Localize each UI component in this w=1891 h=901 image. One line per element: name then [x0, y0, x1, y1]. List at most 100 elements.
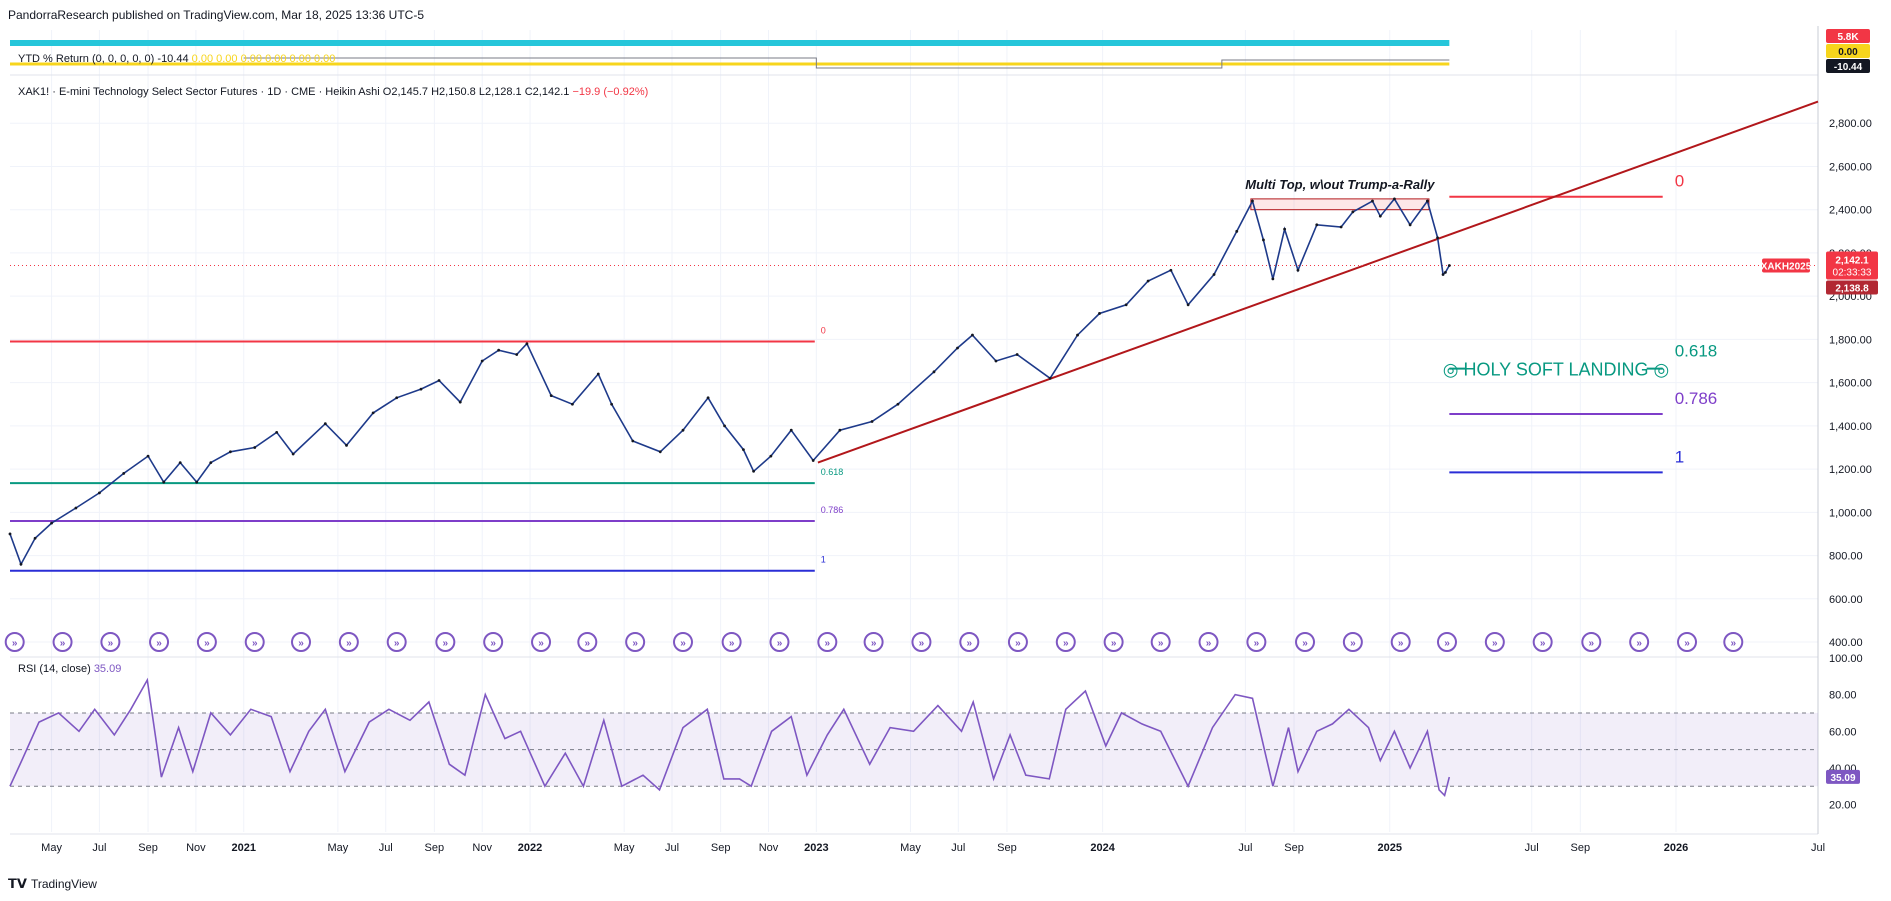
fast-forward-glyph: »: [1636, 638, 1642, 649]
fast-forward-circle-icon: [1342, 632, 1363, 652]
price-axis-tick-label: 1,400.00: [1829, 421, 1872, 433]
price-point: [178, 461, 182, 465]
price-axis-tick-label: 2,400.00: [1829, 205, 1872, 217]
fib-right-level-label: 0.786: [1675, 389, 1718, 408]
publisher-header: PandorraResearch published on TradingVie…: [8, 8, 425, 22]
price-point: [1235, 229, 1239, 233]
price-point: [752, 469, 755, 473]
price-point: [610, 402, 614, 406]
time-axis-tick-label: Sep: [1284, 842, 1304, 854]
fast-forward-glyph: »: [252, 638, 258, 649]
rsi-value-badge-label: 35.09: [1830, 773, 1855, 784]
time-axis-tick-label: Sep: [138, 842, 158, 854]
fast-forward-circle-icon: [149, 632, 170, 652]
time-axis-tick-label: Jul: [1525, 842, 1539, 854]
time-axis-tick-label: Sep: [1571, 842, 1591, 854]
fib-right-level-label: 1: [1675, 447, 1684, 466]
price-point: [1271, 277, 1275, 281]
price-point: [870, 420, 874, 423]
price-point: [571, 402, 574, 406]
price-point: [1212, 273, 1216, 276]
fast-forward-glyph: »: [1684, 638, 1690, 649]
ohlc-high: H2,150.8: [431, 86, 476, 98]
fast-forward-glyph: »: [1444, 638, 1450, 649]
price-point: [437, 379, 441, 382]
fast-forward-circle-icon: [52, 632, 73, 652]
price-point: [345, 443, 348, 447]
fib-left-level-label: 0: [821, 326, 826, 336]
ohlc-low: L2,128.1: [478, 86, 522, 98]
fast-forward-circle-icon: [196, 632, 217, 652]
time-axis-tick-label: Jul: [665, 842, 679, 854]
price-point: [50, 521, 53, 525]
price-point: [596, 372, 600, 376]
price-series-line: [9, 197, 1450, 567]
fast-forward-circle-icon: [1629, 632, 1650, 652]
fast-forward-glyph: »: [443, 638, 449, 649]
fast-forward-circle-icon: [386, 632, 407, 652]
time-axis-tick-label: May: [41, 842, 62, 854]
ytd-axis-badge-label: 5.8K: [1837, 32, 1859, 43]
price-point: [1098, 312, 1101, 315]
time-axis-tick-label: Nov: [759, 842, 779, 854]
fast-forward-glyph: »: [204, 638, 210, 649]
fast-forward-circle-icon: [817, 632, 838, 652]
footer[interactable]: 𝗧𝗩 TradingView: [8, 876, 97, 892]
price-point: [253, 446, 257, 449]
fast-forward-glyph: »: [490, 638, 496, 649]
fast-forward-circle-icon: [1103, 632, 1124, 652]
fast-forward-glyph: »: [1206, 638, 1212, 649]
fast-forward-circle-icon: [1436, 632, 1457, 652]
time-axis-tick-label: May: [614, 842, 635, 854]
rsi-legend: RSI (14, close) 35.09: [18, 663, 121, 675]
ytd-axis-badge: [1826, 29, 1870, 43]
price-point: [458, 400, 462, 404]
fib-left-level-label: 0.618: [821, 467, 844, 477]
fast-forward-circle-icon: [625, 632, 646, 652]
fast-forward-circle-icon: [1246, 632, 1267, 652]
fast-forward-glyph: »: [538, 638, 544, 649]
price-point: [1351, 210, 1355, 214]
fast-forward-circle-icon: [1198, 632, 1219, 652]
fast-forward-glyph: »: [1302, 638, 1308, 649]
ytd-legend: YTD % Return (0, 0, 0, 0, 0) -10.44 0.00…: [18, 53, 335, 65]
fast-forward-circle-icon: [959, 632, 980, 652]
soft-landing-label: ◎ HOLY SOFT LANDING ◎: [1443, 360, 1669, 380]
fast-forward-glyph: »: [919, 638, 925, 649]
price-axis-tick-label: 600.00: [1829, 594, 1863, 606]
price-point: [1169, 268, 1173, 272]
time-axis-tick-label: May: [327, 842, 348, 854]
fast-forward-glyph: »: [585, 638, 591, 649]
price-point: [549, 394, 553, 398]
price-point: [1146, 279, 1150, 283]
fast-forward-glyph: »: [680, 638, 686, 649]
price-point: [1393, 197, 1396, 201]
price-point: [323, 422, 327, 426]
fast-forward-circle-icon: [1150, 632, 1171, 652]
price-axis-tick-label: 2,600.00: [1829, 161, 1872, 173]
fast-forward-circle-icon: [1007, 632, 1028, 652]
tradingview-logo-icon: 𝗧𝗩: [8, 876, 27, 891]
fast-forward-circle-icon: [483, 632, 504, 652]
multi-top-annotation: Multi Top, w\out Trump-a-Rally: [1245, 177, 1435, 192]
price-point: [395, 396, 399, 400]
rsi-legend-label: RSI (14, close): [18, 663, 91, 675]
ticker-badge: [1762, 258, 1810, 273]
fast-forward-circle-icon: [1295, 632, 1316, 652]
price-point: [932, 370, 936, 374]
last-price-value: 2,142.1: [1835, 255, 1869, 266]
symbol-description[interactable]: XAK1! · E-mini Technology Select Sector …: [18, 86, 380, 98]
time-axis-tick-label: Nov: [186, 842, 206, 854]
ohlc-open: O2,145.7: [382, 86, 429, 98]
time-axis-tick-label: 2023: [804, 842, 828, 854]
last-price-badge: [1826, 251, 1878, 280]
price-point: [956, 346, 959, 350]
price-point: [497, 348, 501, 352]
time-axis-tick-label: 2025: [1377, 842, 1401, 854]
fast-forward-circle-icon: [1390, 632, 1411, 652]
fast-forward-glyph: »: [1398, 638, 1404, 649]
price-axis-tick-label: 1,000.00: [1829, 507, 1872, 519]
price-point: [681, 428, 685, 432]
rsi-value-badge: [1826, 769, 1860, 784]
